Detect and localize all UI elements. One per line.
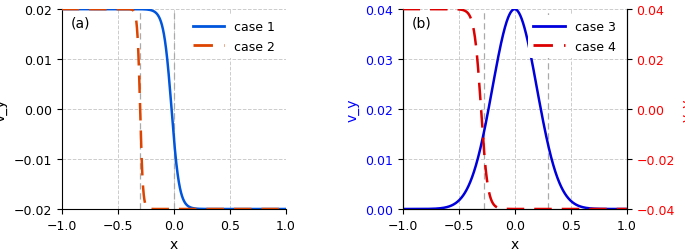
Line: case 4: case 4 — [403, 10, 627, 209]
case 3 — [605, 208, 613, 211]
case 2 — [58, 9, 66, 12]
case 4 — [616, 208, 624, 211]
case 3 — [493, 64, 501, 67]
case 4 — [605, 208, 613, 211]
case 1 — [152, 12, 160, 15]
case 4 — [493, 206, 501, 209]
case 4 — [505, 208, 513, 211]
case 3 — [510, 9, 519, 12]
case 3 — [616, 208, 624, 211]
case 1 — [264, 208, 272, 211]
Text: (a): (a) — [71, 16, 90, 30]
case 3 — [495, 55, 503, 58]
Y-axis label: v_y: v_y — [680, 98, 685, 121]
case 2 — [221, 208, 229, 211]
Y-axis label: v_y: v_y — [0, 98, 8, 121]
case 4 — [605, 208, 613, 211]
case 2 — [189, 208, 197, 211]
X-axis label: x: x — [510, 237, 519, 251]
case 3 — [505, 15, 513, 18]
case 3 — [623, 208, 631, 211]
case 2 — [152, 208, 160, 211]
case 2 — [153, 208, 162, 211]
case 3 — [399, 208, 407, 211]
case 1 — [275, 208, 283, 211]
case 1 — [221, 208, 229, 211]
Y-axis label: v_y: v_y — [345, 98, 359, 121]
case 1 — [58, 9, 66, 12]
Legend: case 3, case 4: case 3, case 4 — [528, 16, 621, 58]
Line: case 1: case 1 — [62, 10, 286, 209]
Text: (b): (b) — [412, 16, 432, 30]
case 3 — [562, 193, 570, 196]
case 4 — [495, 207, 503, 210]
X-axis label: x: x — [170, 237, 178, 251]
case 2 — [275, 208, 283, 211]
case 4 — [623, 208, 631, 211]
case 2 — [282, 208, 290, 211]
case 1 — [153, 14, 162, 17]
Legend: case 1, case 2: case 1, case 2 — [188, 16, 279, 58]
case 2 — [164, 208, 173, 211]
case 1 — [164, 68, 173, 71]
Line: case 2: case 2 — [62, 10, 286, 209]
case 1 — [282, 208, 290, 211]
case 4 — [561, 208, 569, 211]
Line: case 3: case 3 — [403, 10, 627, 209]
case 4 — [399, 9, 407, 12]
case 2 — [264, 208, 272, 211]
